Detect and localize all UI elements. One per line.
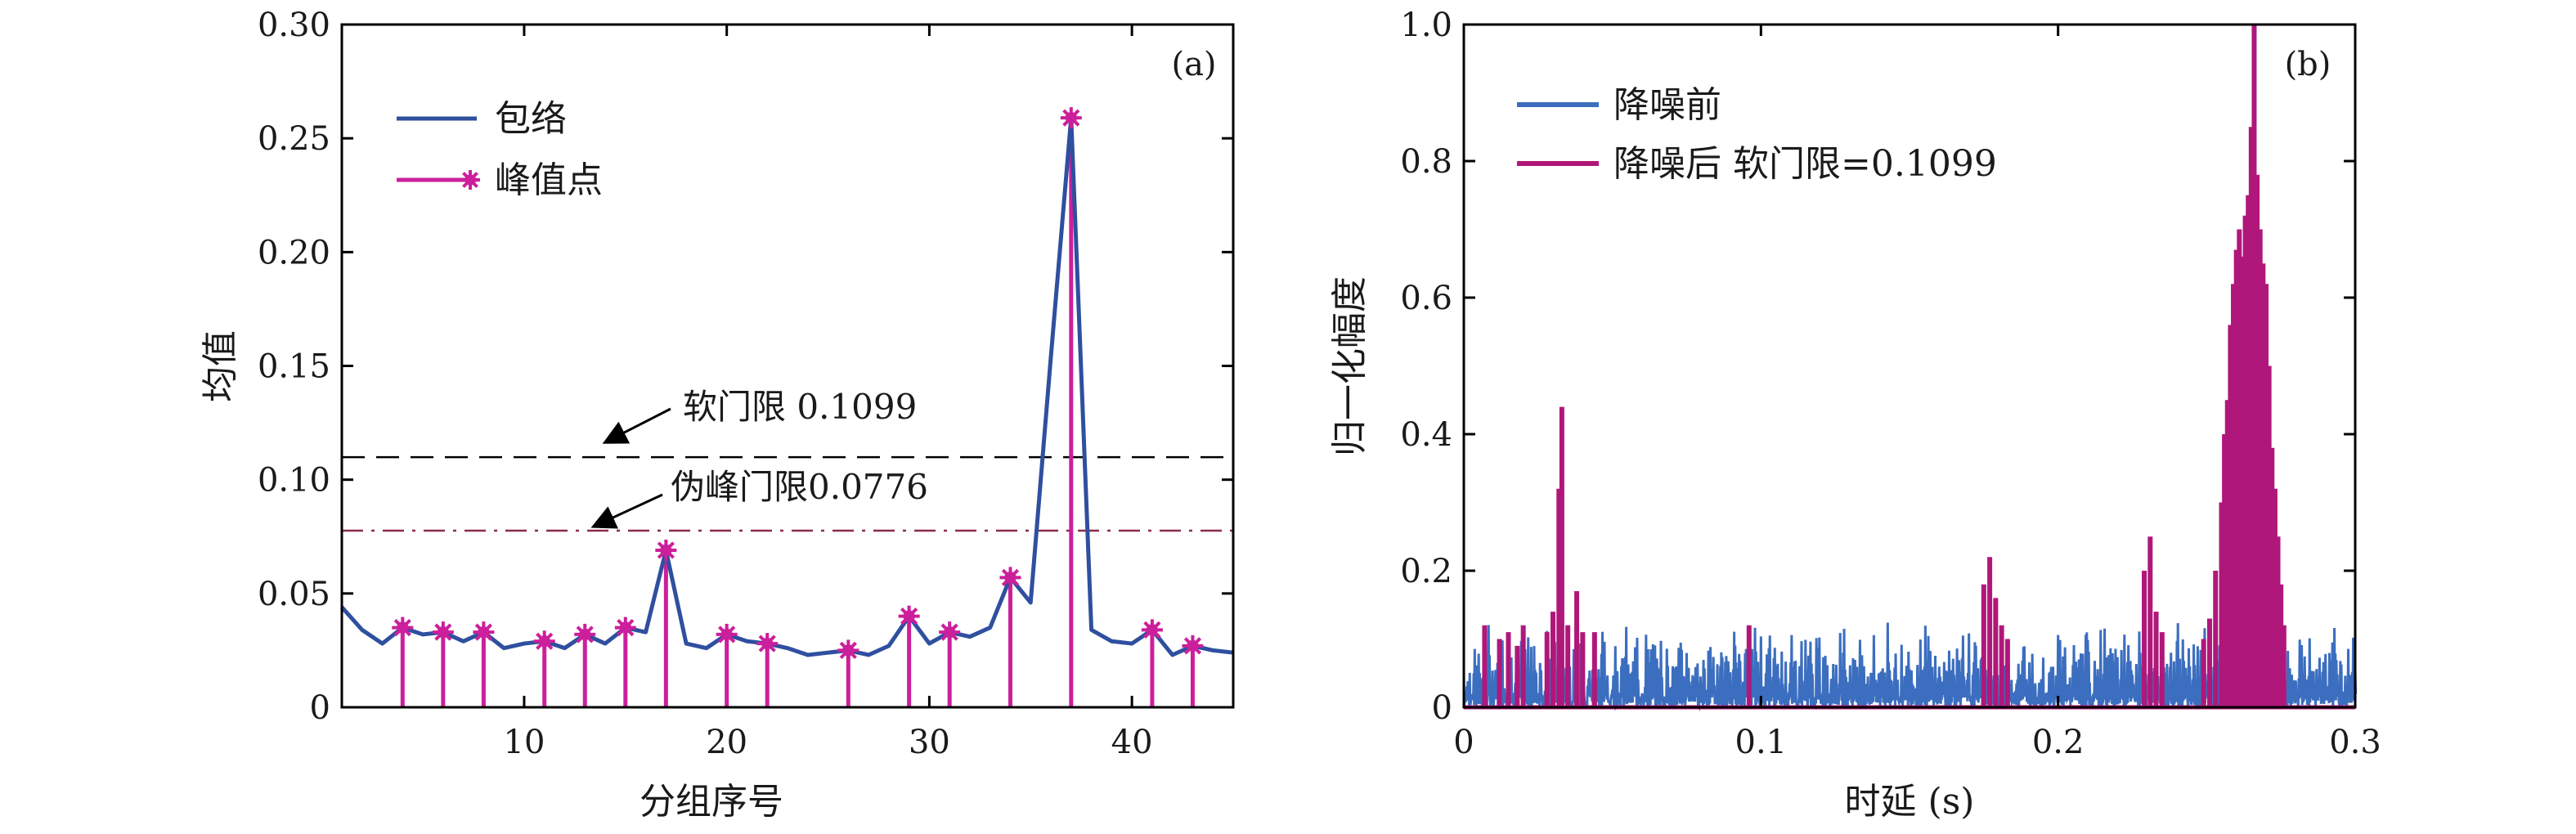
soft-threshold-arrow [602, 407, 671, 444]
soft-threshold-annotation: 软门限 0.1099 [683, 387, 917, 427]
x-tick-label-a: 10 [504, 724, 545, 761]
x-tick-label-b: 0.1 [1735, 724, 1788, 761]
y-tick-label-a: 0.10 [258, 462, 330, 500]
peak-marker [939, 621, 961, 643]
x-tick-label-a: 30 [909, 724, 950, 761]
y-tick-label-a: 0.05 [258, 576, 330, 613]
y-tick-label-b: 0.6 [1400, 280, 1452, 317]
plot-frame-a [340, 23, 1235, 709]
peak-marker-dot [478, 626, 490, 639]
panel-a: 0 0.05 0.10 0.15 0.20 0.25 0.30 10 20 30 40 包络峰值点软门… [200, 7, 1235, 823]
panel-label-b: (b) [2285, 46, 2331, 83]
peak-marker-dot [538, 635, 550, 648]
y-tick-label-b: 0 [1432, 689, 1452, 727]
peak-marker [392, 617, 414, 639]
legend-label-before: 降噪前 [1613, 84, 1721, 126]
y-tick-label-a: 0 [310, 689, 330, 727]
peak-marker-dot [842, 644, 855, 657]
peak-marker [473, 621, 495, 643]
x-tick-label-a: 40 [1111, 724, 1153, 761]
peak-marker-dot [464, 174, 476, 186]
x-tick-label-b: 0.2 [2032, 724, 2085, 761]
legend-label-peak: 峰值点 [495, 159, 603, 201]
peak-marker-dot [944, 626, 956, 639]
noise-before-line [1462, 622, 2358, 712]
panel-label-a: (a) [1171, 46, 1216, 83]
x-tick-label-a: 20 [706, 724, 747, 761]
peak-marker-dot [437, 626, 450, 639]
peak-marker [756, 633, 779, 655]
peak-marker [460, 170, 480, 190]
peak-marker-dot [579, 628, 591, 641]
peak-marker-dot [1187, 639, 1199, 652]
peak-marker [716, 623, 738, 645]
peak-marker [898, 605, 920, 627]
legend-label-after: 降噪后 软门限=0.1099 [1613, 143, 1997, 185]
y-tick-label-a: 0.20 [258, 234, 330, 271]
peak-marker [837, 639, 859, 661]
peak-marker-dot [619, 621, 631, 634]
y-tick-label-b: 0.2 [1400, 553, 1452, 590]
peak-marker-dot [660, 544, 672, 557]
peak-marker [574, 623, 596, 645]
peak-marker-dot [397, 621, 409, 634]
peak-marker [1060, 107, 1082, 129]
y-axis-label-a: 均值 [200, 330, 241, 402]
peak-marker-dot [1004, 572, 1016, 584]
peak-marker-dot [761, 637, 774, 650]
y-tick-label-b: 1.0 [1400, 7, 1452, 44]
peak-marker-dot [903, 610, 915, 622]
peak-marker-dot [1065, 111, 1077, 124]
x-axis-label-a: 分组序号 [640, 781, 783, 823]
plot-frame-b [1462, 23, 2357, 709]
x-axis-label-b: 时延 (s) [1845, 781, 1975, 823]
peak-marker [533, 630, 555, 652]
x-tick-label-b: 0.3 [2329, 724, 2381, 761]
peak-marker [614, 617, 636, 639]
peak-marker [1182, 634, 1204, 657]
pseudo-threshold-annotation: 伪峰门限0.0776 [671, 467, 928, 507]
y-tick-label-a: 0.30 [258, 7, 330, 44]
peak-marker [999, 567, 1021, 589]
peak-marker-dot [1146, 624, 1159, 636]
peak-marker [432, 621, 454, 643]
x-tick-label-b: 0 [1453, 724, 1474, 761]
pseudo-threshold-arrow [590, 493, 663, 529]
y-tick-label-b: 0.8 [1400, 143, 1452, 181]
y-tick-label-a: 0.15 [258, 348, 330, 386]
y-tick-label-a: 0.25 [258, 120, 330, 158]
peak-marker [655, 539, 677, 561]
y-axis-label-b: 归一化幅度 [1329, 276, 1371, 456]
peak-marker [1141, 619, 1163, 641]
peak-marker-dot [720, 628, 733, 641]
legend-label-envelope: 包络 [495, 98, 567, 140]
y-tick-label-b: 0.4 [1400, 416, 1452, 454]
